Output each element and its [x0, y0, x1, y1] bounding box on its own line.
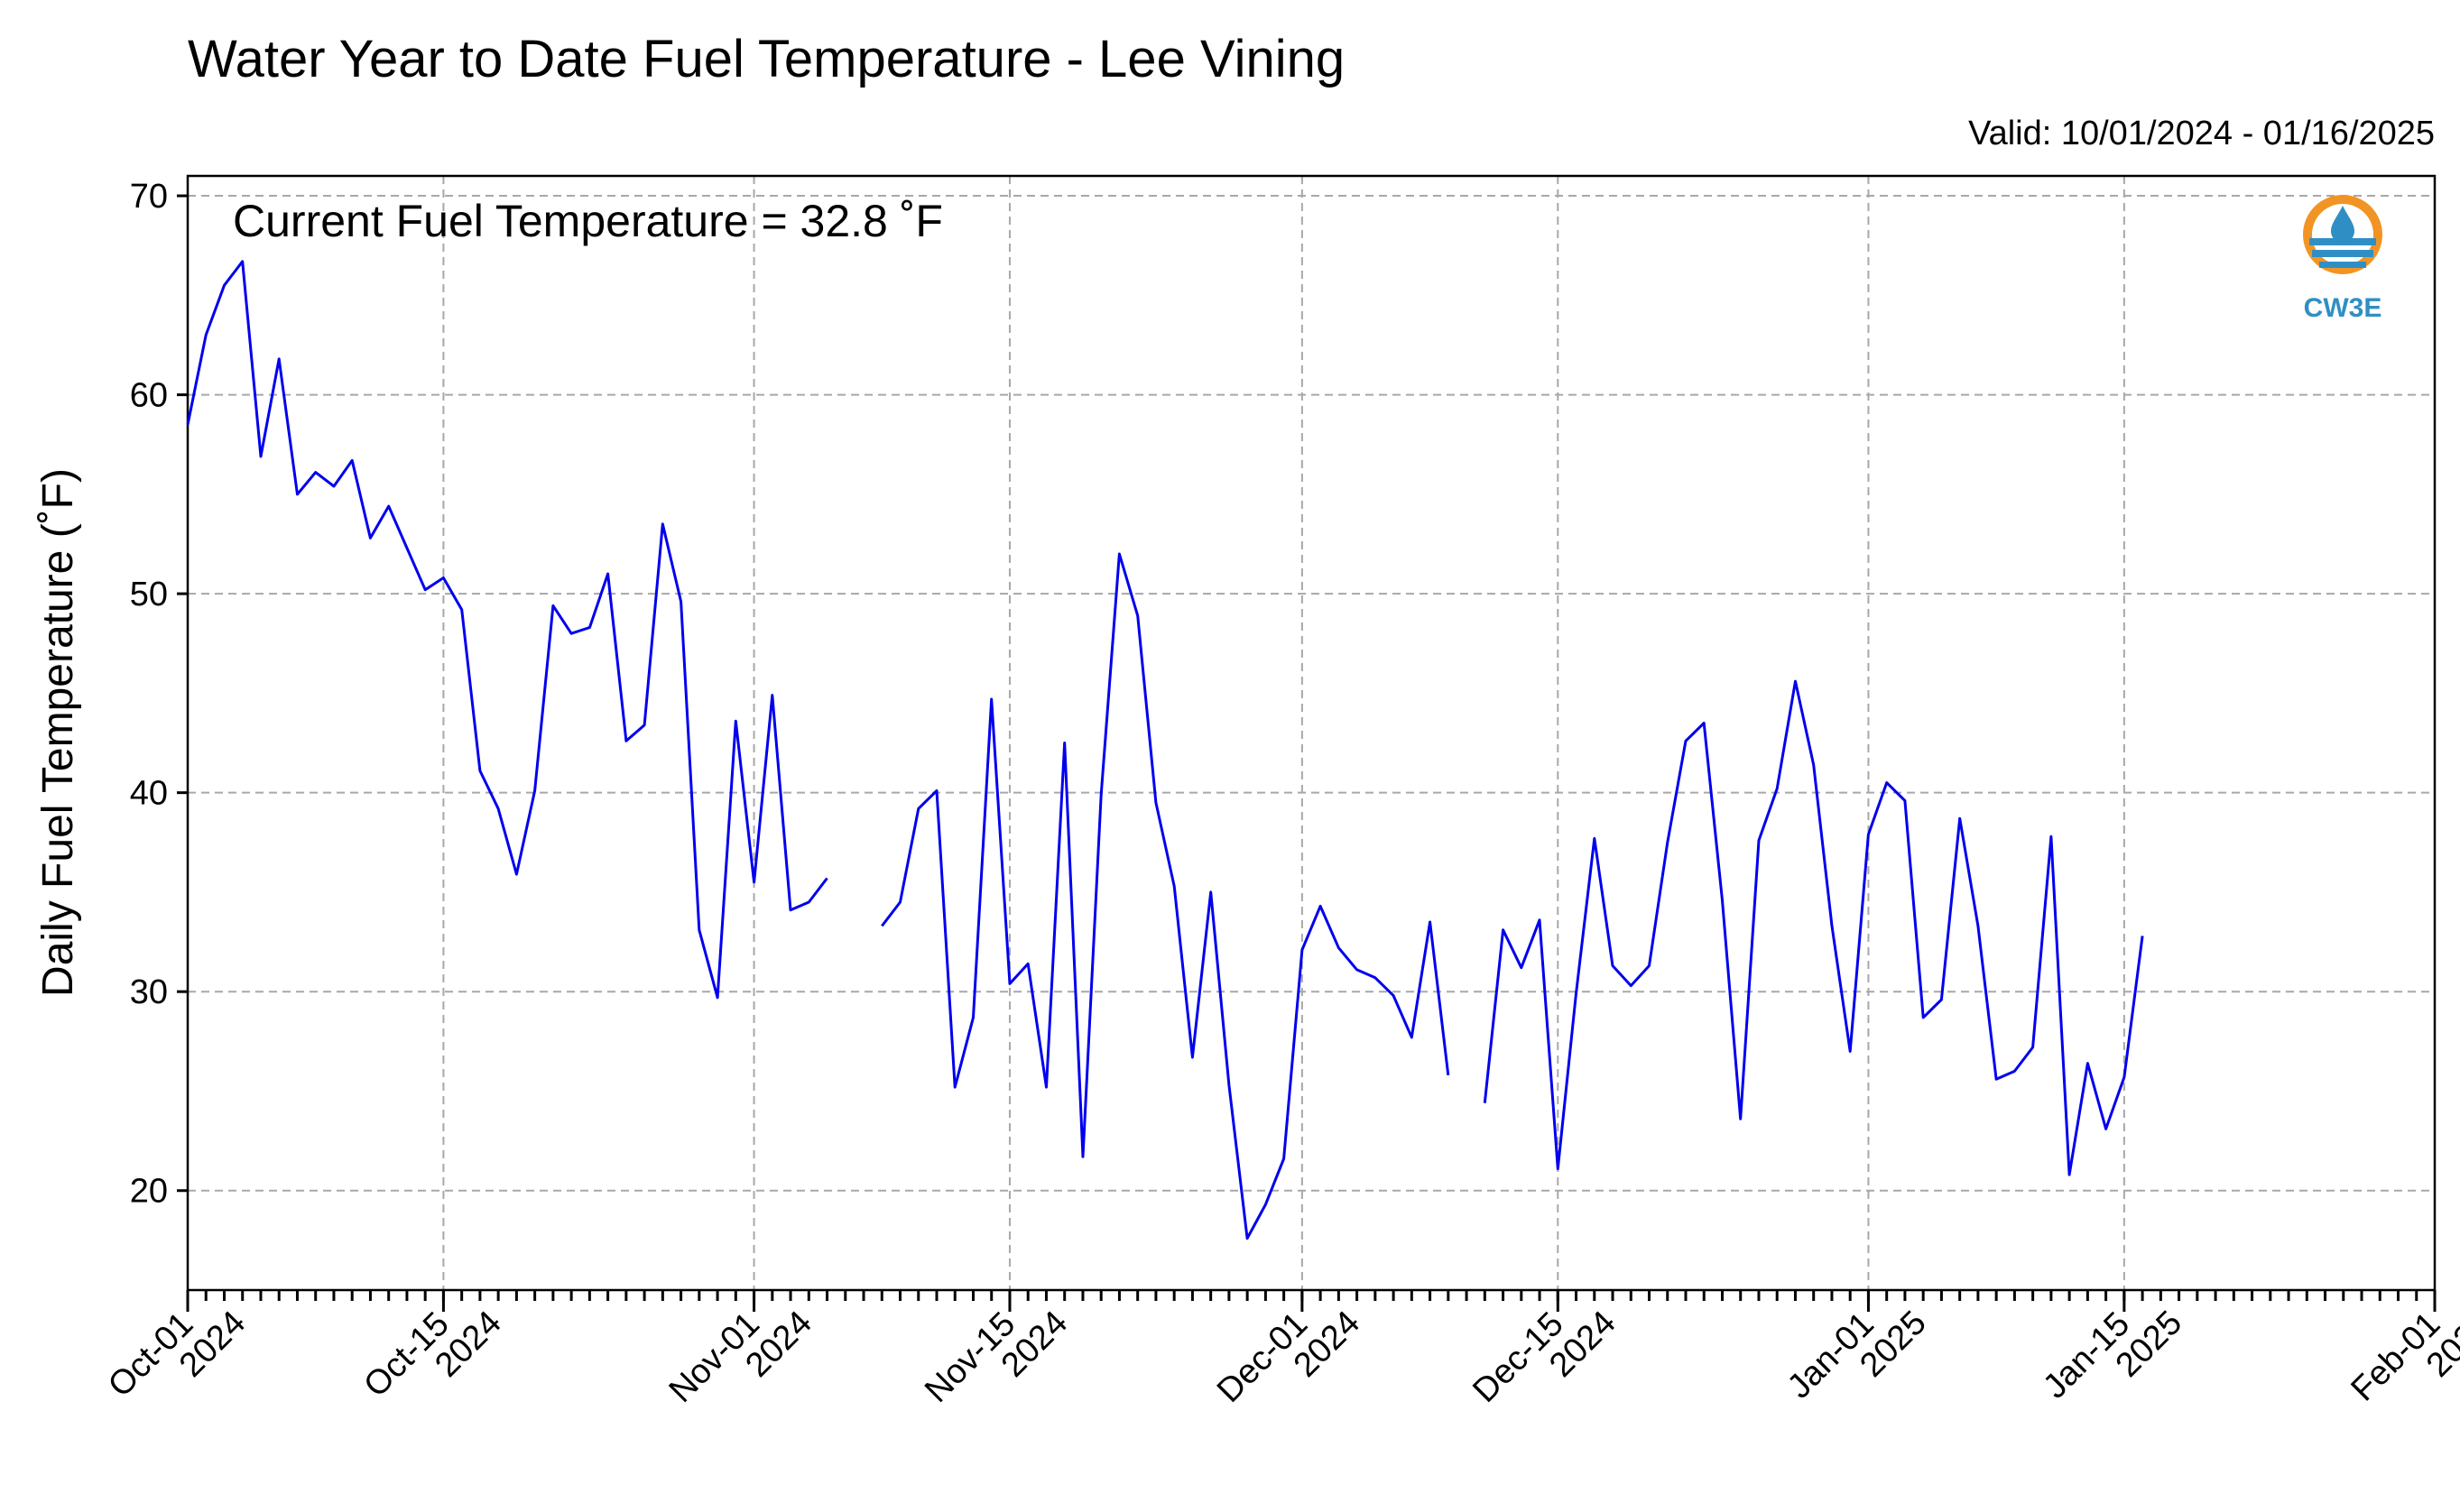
gridlines	[187, 176, 2436, 1290]
series-line-segment	[186, 260, 828, 1000]
chart-title: Water Year to Date Fuel Temperature - Le…	[188, 30, 1345, 88]
y-tick-label: 30	[130, 973, 168, 1011]
logo-wave-2	[2312, 250, 2373, 257]
logo-text: CW3E	[2304, 293, 2382, 323]
series-line-segment	[1483, 679, 2144, 1176]
plot-area-frame	[186, 174, 2437, 1292]
y-tick-label: 70	[130, 178, 168, 216]
fuel-temperature-series	[186, 260, 2144, 1240]
y-tick-label: 40	[130, 775, 168, 813]
y-axis-label: Daily Fuel Temperature (˚F)	[34, 468, 82, 997]
series-line-segment	[881, 552, 1450, 1240]
cw3e-logo: CW3E	[2303, 195, 2382, 323]
y-tick-label: 20	[130, 1173, 168, 1211]
logo-wave-3	[2319, 262, 2366, 268]
current-fuel-temperature-annotation: Current Fuel Temperature = 32.8 ˚F	[233, 196, 943, 246]
logo-droplet-icon	[2331, 206, 2354, 243]
y-axis: 20 30 40 50 60 70	[130, 178, 188, 1211]
y-tick-label: 60	[130, 377, 168, 415]
valid-date-range: Valid: 10/01/2024 - 01/16/2025	[1968, 115, 2435, 152]
y-tick-label: 50	[130, 576, 168, 613]
